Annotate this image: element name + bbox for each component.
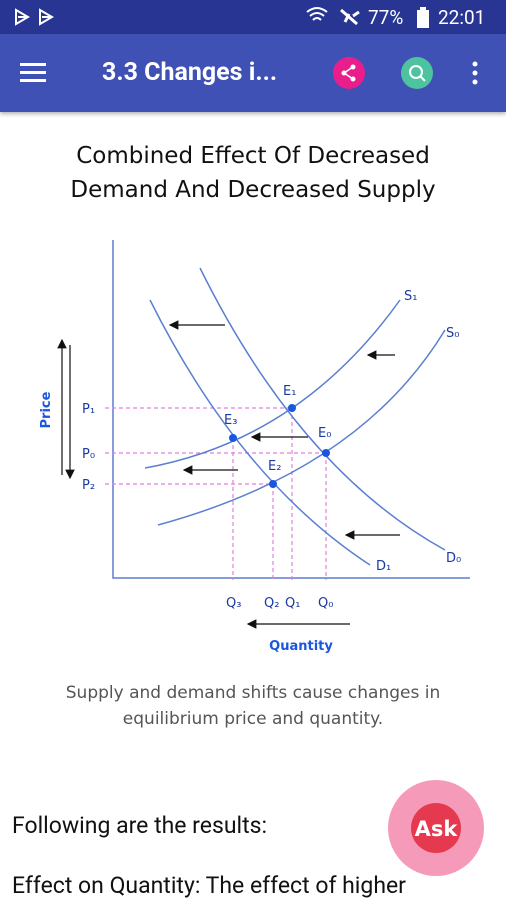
share-button[interactable] [332, 56, 366, 90]
menu-button[interactable] [20, 61, 48, 83]
ask-label: Ask [415, 817, 459, 841]
body-text: Effect on Quantity: The effect of higher [12, 872, 406, 899]
diagram-labels: S₁ S₀ D₁ D₀ E₁ E₀ E₂ E₃ P₁ P₀ P₂ Q₃ Q₂ Q… [82, 289, 461, 611]
battery-level: 77% [368, 6, 404, 29]
body-text: Following are the results: [12, 812, 268, 839]
y-axis-label: Price [39, 391, 54, 428]
quantity-label: Q₁ [285, 596, 300, 611]
price-label: P₂ [82, 478, 95, 493]
demand-d1 [149, 299, 371, 566]
curve-label: S₁ [404, 289, 417, 304]
quantity-label: Q₂ [264, 596, 279, 611]
notification-icons [15, 8, 54, 26]
figure: Combined Effect Of Decreased Demand And … [39, 143, 470, 729]
clock: 22:01 [438, 6, 486, 29]
quantity-label: Q₃ [226, 596, 241, 611]
figure-title: Demand And Decreased Supply [70, 177, 435, 203]
zoom-button[interactable] [400, 56, 434, 90]
figure-title: Combined Effect Of Decreased [76, 143, 430, 169]
point-label: E₃ [224, 413, 237, 428]
curves [144, 267, 446, 566]
curve-label: S₀ [446, 326, 459, 341]
ask-button[interactable]: Ask [384, 776, 490, 882]
x-axis-label: Quantity [269, 639, 333, 654]
caption: equilibrium price and quantity. [123, 709, 383, 729]
supply-s0 [157, 329, 446, 526]
signal-icons [306, 7, 360, 26]
curve-label: D₀ [446, 551, 461, 566]
guide-lines [105, 407, 327, 580]
price-label: P₁ [82, 402, 95, 417]
point-label: E₁ [283, 384, 296, 399]
axes [112, 240, 470, 579]
quantity-label: Q₀ [318, 596, 333, 611]
equilibrium-points [229, 404, 330, 488]
supply-s1 [144, 299, 401, 469]
caption: Supply and demand shifts cause changes i… [66, 683, 440, 703]
point-label: E₀ [318, 426, 331, 441]
point-label: E₂ [268, 459, 281, 474]
curve-label: D₁ [376, 559, 391, 574]
overflow-menu[interactable] [470, 60, 480, 86]
app-title: 3.3 Changes i... [102, 58, 278, 87]
shift-arrows [57, 320, 400, 629]
demand-d0 [199, 267, 446, 551]
battery-icon [417, 7, 429, 28]
app-bar: 3.3 Changes i... [0, 34, 506, 112]
price-label: P₀ [82, 447, 95, 462]
status-bar: 77% 22:01 [0, 0, 506, 34]
